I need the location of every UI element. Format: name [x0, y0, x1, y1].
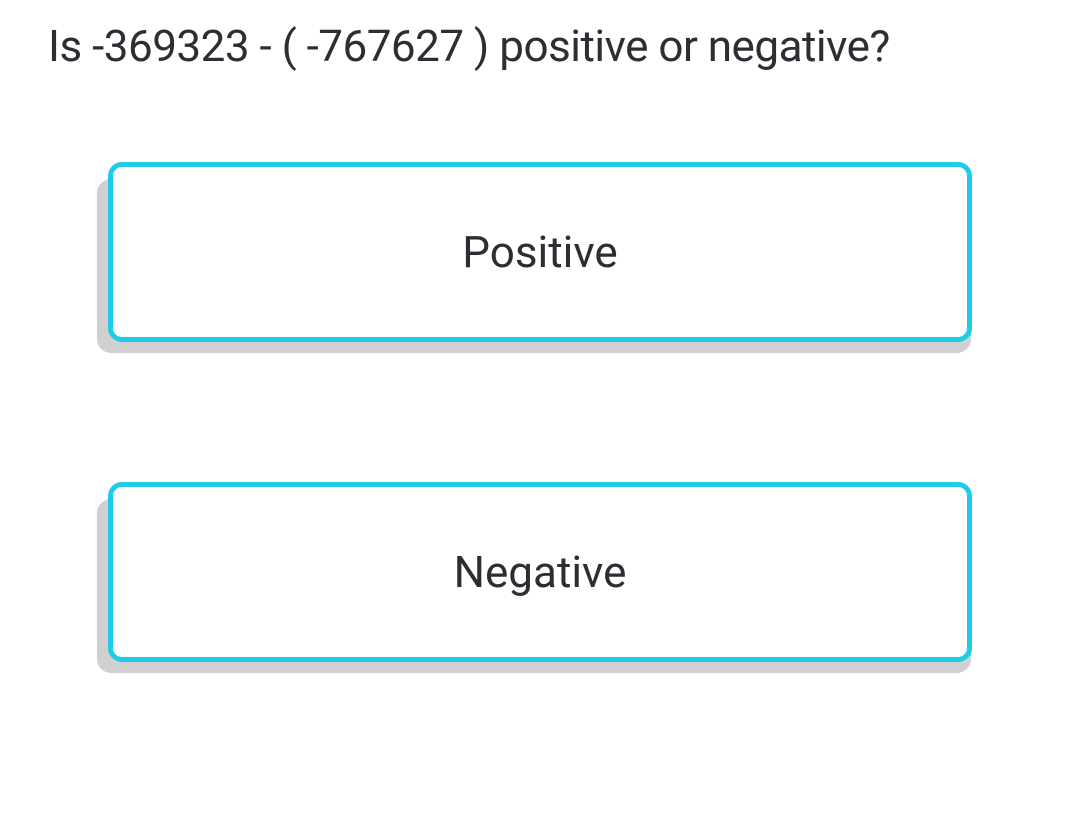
question-text: Is -369323 - ( -767627 ) positive or neg… — [48, 20, 1032, 72]
option-positive-label: Positive — [462, 226, 617, 278]
option-negative[interactable]: Negative — [108, 482, 972, 662]
options-container: Positive Negative — [48, 162, 1032, 662]
option-positive[interactable]: Positive — [108, 162, 972, 342]
option-negative-label: Negative — [454, 546, 627, 598]
